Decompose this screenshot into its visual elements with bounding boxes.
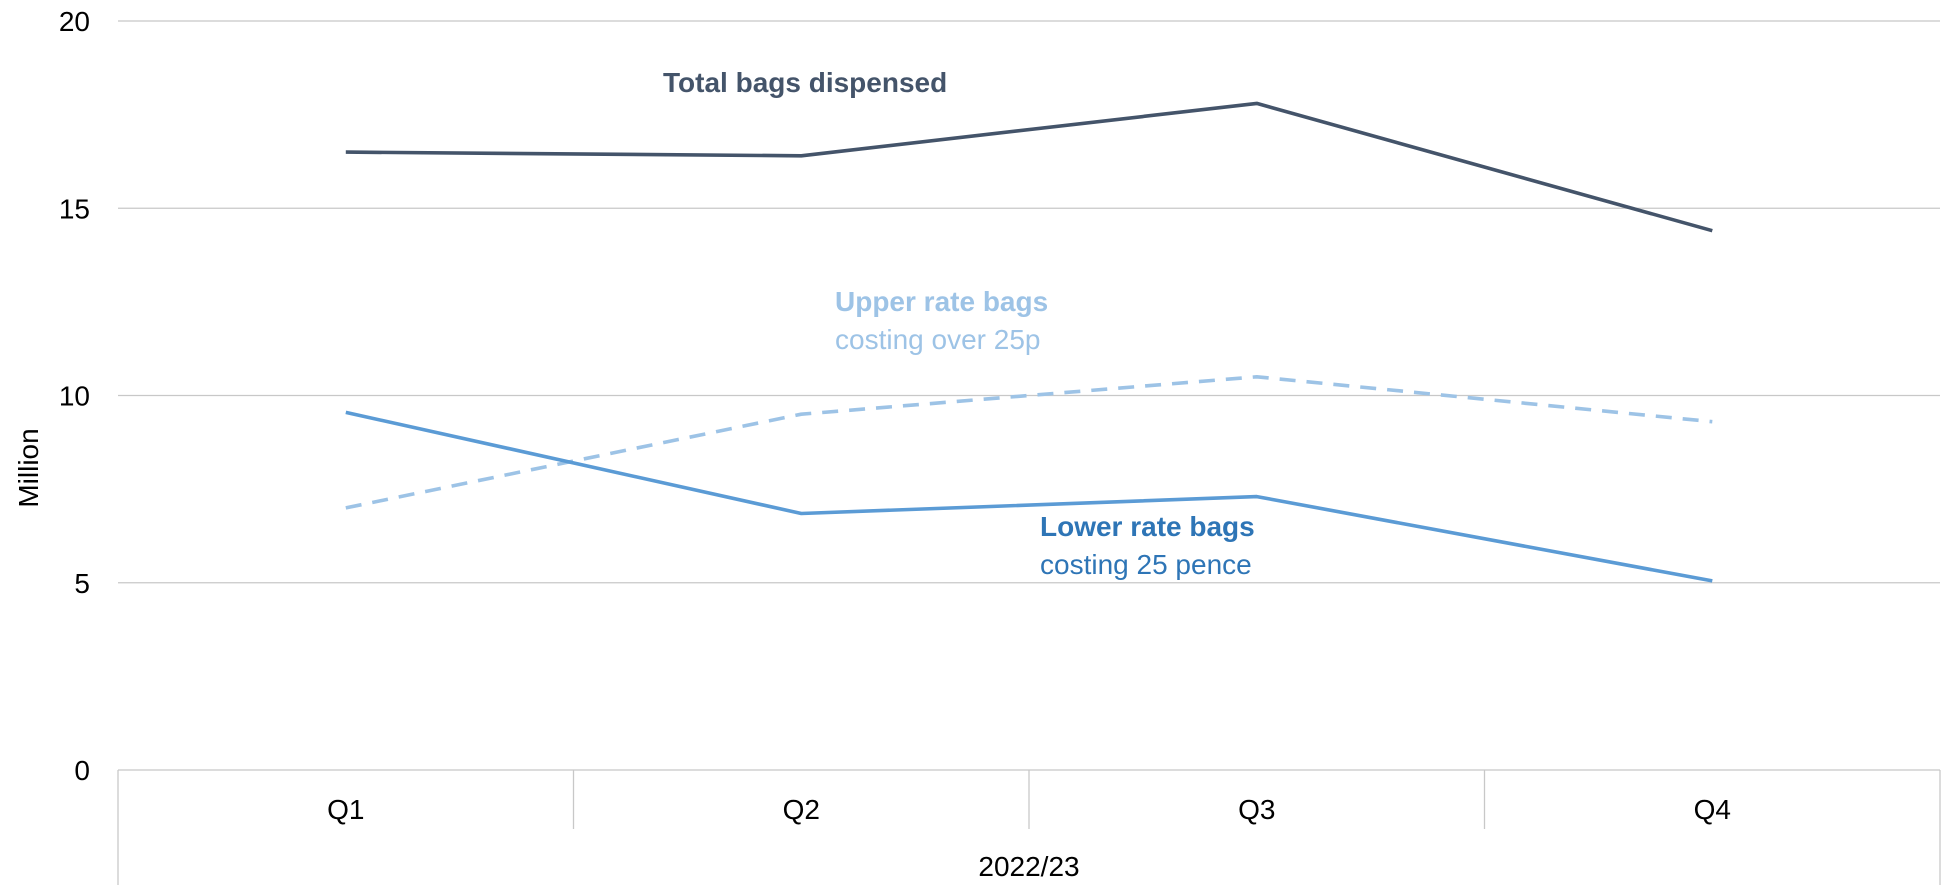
y-tick-label: 15	[59, 193, 90, 224]
x-tick-label: Q4	[1694, 794, 1731, 825]
series-line-1	[345, 374, 1713, 510]
y-tick-label: 10	[59, 381, 90, 412]
y-axis-ticks: 0 5 10 15 20	[59, 6, 90, 786]
x-axis-group-label: 2022/23	[978, 851, 1079, 882]
annotation-title-1: Upper rate bags	[835, 286, 1048, 317]
x-tick-label: Q1	[327, 794, 364, 825]
annotation-subtitle-2: costing 25 pence	[1040, 549, 1252, 580]
y-tick-label: 5	[74, 568, 90, 599]
series-line-2	[345, 410, 1713, 583]
y-tick-label: 20	[59, 6, 90, 37]
y-axis-title: Million	[13, 428, 44, 507]
x-tick-label: Q2	[783, 794, 820, 825]
annotation-subtitle-1: costing over 25p	[835, 324, 1040, 355]
series-lines	[345, 101, 1713, 583]
annotation-title-2: Lower rate bags	[1040, 511, 1255, 542]
gridlines	[118, 20, 1940, 584]
x-axis: Q1 Q2 Q3 Q4	[117, 769, 1941, 885]
series-annotations: Total bags dispensed Upper rate bags costi…	[663, 67, 1255, 580]
series-line-0	[345, 101, 1713, 233]
annotation-title-0: Total bags dispensed	[663, 67, 947, 98]
y-tick-label: 0	[74, 755, 90, 786]
x-tick-label: Q3	[1238, 794, 1275, 825]
